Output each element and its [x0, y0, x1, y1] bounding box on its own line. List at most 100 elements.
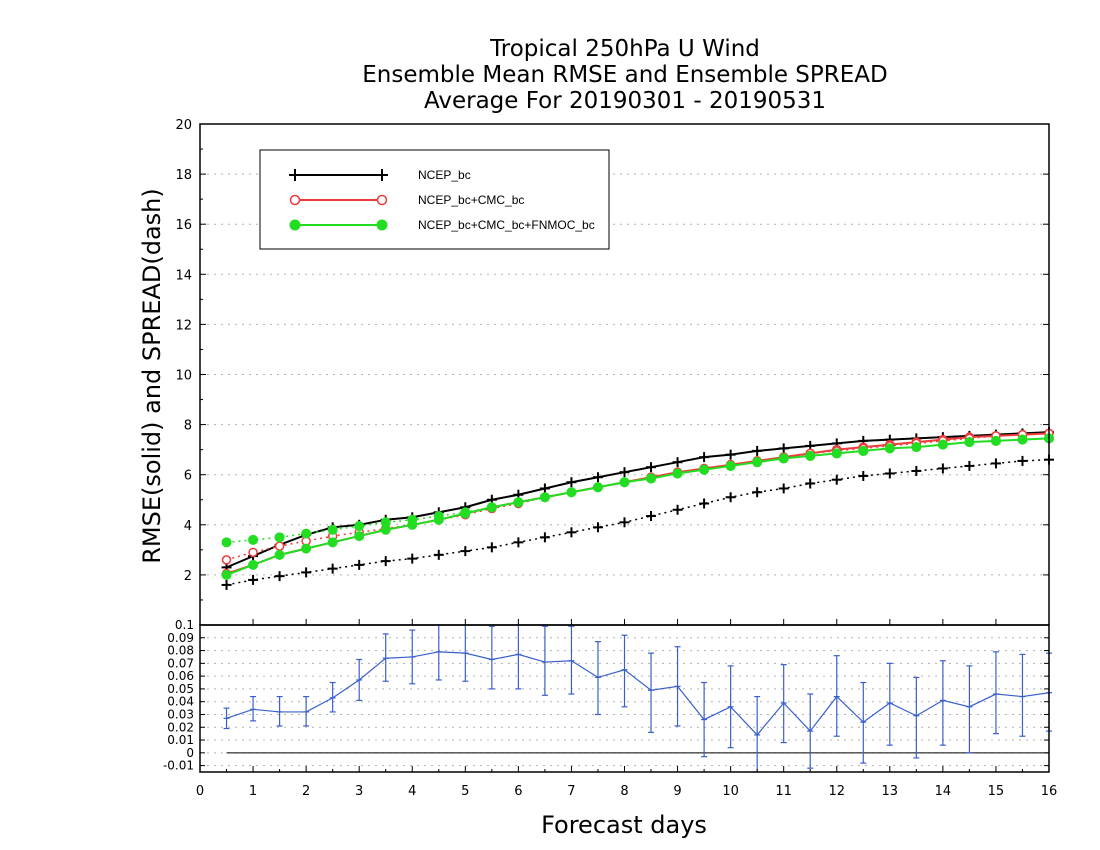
y-tick-label: 0.09 — [167, 631, 194, 645]
series-2-spread-point — [619, 477, 630, 488]
series-1-spread-line — [226, 432, 1050, 561]
series-0-spread-point — [221, 579, 232, 590]
series-2-spread-point — [513, 497, 524, 508]
x-tick-label: 6 — [514, 784, 522, 799]
legend-label-2: NCEP_bc+CMC_bc+FNMOC_bc — [418, 218, 595, 232]
series-0-rmse-point — [566, 477, 577, 488]
x-tick-label: 9 — [673, 784, 681, 799]
series-0-spread-point — [990, 458, 1001, 469]
y-tick-label: 0.03 — [167, 707, 194, 721]
series-2-spread-point — [274, 532, 285, 543]
y-tick-label: -0.01 — [163, 759, 194, 773]
series-2-spread-point — [327, 524, 338, 535]
error-bar — [648, 652, 655, 733]
series-0-rmse-point — [592, 472, 603, 483]
y-tick-label: 6 — [184, 469, 192, 484]
series-2-spread-point — [1017, 434, 1028, 445]
series-2-spread-point — [964, 437, 975, 448]
error-bar — [382, 633, 389, 682]
series-2-spread-point — [937, 439, 948, 450]
series-0-rmse-point — [778, 443, 789, 454]
series-0-spread-point — [778, 483, 789, 494]
series-0-spread-point — [539, 532, 550, 543]
y-tick-label: 20 — [175, 118, 192, 133]
error-bar — [992, 651, 999, 735]
series-2-spread-point — [699, 464, 710, 475]
series-2-rmse-point — [301, 543, 312, 554]
series-0-spread-point — [672, 504, 683, 515]
series-0-spread-point — [911, 465, 922, 476]
y-tick-label: 4 — [184, 519, 192, 534]
series-0-spread-point — [248, 574, 259, 585]
y-tick-label: 0.06 — [167, 669, 194, 683]
series-2-spread-point — [752, 457, 763, 468]
series-0-spread-point — [937, 463, 948, 474]
y-tick-label: 2 — [184, 569, 192, 584]
series-1-spread-point — [248, 547, 258, 558]
x-tick-label: 15 — [988, 784, 1005, 799]
series-1-rmse-line — [226, 432, 1050, 575]
series-2-spread-point — [990, 435, 1001, 446]
error-bar — [939, 660, 946, 746]
legend-marker — [376, 219, 388, 231]
y-tick-label: 14 — [175, 268, 192, 283]
legend-marker — [289, 219, 301, 231]
y-tick-label: 0.08 — [167, 644, 194, 658]
series-0-rmse-point — [619, 467, 630, 478]
x-tick-label: 7 — [567, 784, 575, 799]
difference-panel: -0.0100.010.020.030.040.050.060.070.080.… — [163, 618, 1052, 773]
error-bar — [594, 641, 601, 716]
series-2-spread-point — [911, 442, 922, 453]
chart-title-line-2: Ensemble Mean RMSE and Ensemble SPREAD — [362, 62, 888, 88]
series-2-spread-point — [486, 502, 497, 513]
series-2-spread-point — [831, 448, 842, 459]
series-2-rmse-point — [354, 531, 365, 542]
series-2-spread-point — [460, 507, 471, 518]
error-bar — [276, 695, 283, 727]
error-bar — [886, 662, 893, 746]
error-bar — [515, 624, 522, 690]
series-2-rmse-line — [226, 437, 1050, 576]
series-2-spread-point — [566, 487, 577, 498]
chart-title-line-3: Average For 20190301 - 20190531 — [423, 88, 827, 114]
series-0-spread-point — [592, 522, 603, 533]
error-bar — [1019, 653, 1026, 737]
series-2-spread-point — [778, 453, 789, 464]
error-bar — [913, 676, 920, 759]
error-bar — [435, 625, 442, 681]
series-2-spread-point — [884, 443, 895, 454]
series-2-rmse-point — [221, 569, 232, 580]
series-0-rmse-point — [725, 449, 736, 460]
error-bar — [966, 665, 973, 754]
legend: NCEP_bc NCEP_bc+CMC_bc NCEP_bc+CMC_bc+FNMO… — [259, 149, 610, 250]
error-bar — [250, 695, 257, 722]
series-0-spread-point — [884, 468, 895, 479]
series-0-spread-point — [646, 511, 657, 522]
y-axis-label: RMSE(solid) and SPREAD(dash) — [138, 188, 166, 564]
x-axis-label: Forecast days — [541, 811, 707, 839]
series-0-rmse-line — [226, 431, 1050, 569]
series-0-spread-point — [752, 487, 763, 498]
series-0-spread-point — [433, 549, 444, 560]
series-2-spread-point — [672, 468, 683, 479]
x-tick-label: 11 — [775, 784, 792, 799]
x-tick-label: 3 — [355, 784, 363, 799]
error-bar — [568, 625, 575, 695]
series-0-spread-point — [566, 527, 577, 538]
series-0-spread-point — [699, 498, 710, 509]
series-2-rmse-point — [274, 549, 285, 560]
y-tick-label: 0 — [186, 746, 194, 760]
y-tick-label: 0.07 — [167, 656, 194, 670]
x-tick-label: 8 — [620, 784, 628, 799]
series-1-spread-point — [221, 555, 232, 565]
series-2-spread-point — [433, 511, 444, 522]
series-0-rmse-point — [539, 483, 550, 494]
series-0-spread-point — [407, 553, 418, 564]
y-tick-label: 0.1 — [175, 618, 194, 632]
series-2-spread-point — [858, 445, 869, 456]
y-tick-label: 0.05 — [167, 682, 194, 696]
series-0-spread-point — [301, 567, 312, 578]
series-0-spread-point — [831, 474, 842, 485]
series-2-rmse-point — [327, 537, 338, 548]
